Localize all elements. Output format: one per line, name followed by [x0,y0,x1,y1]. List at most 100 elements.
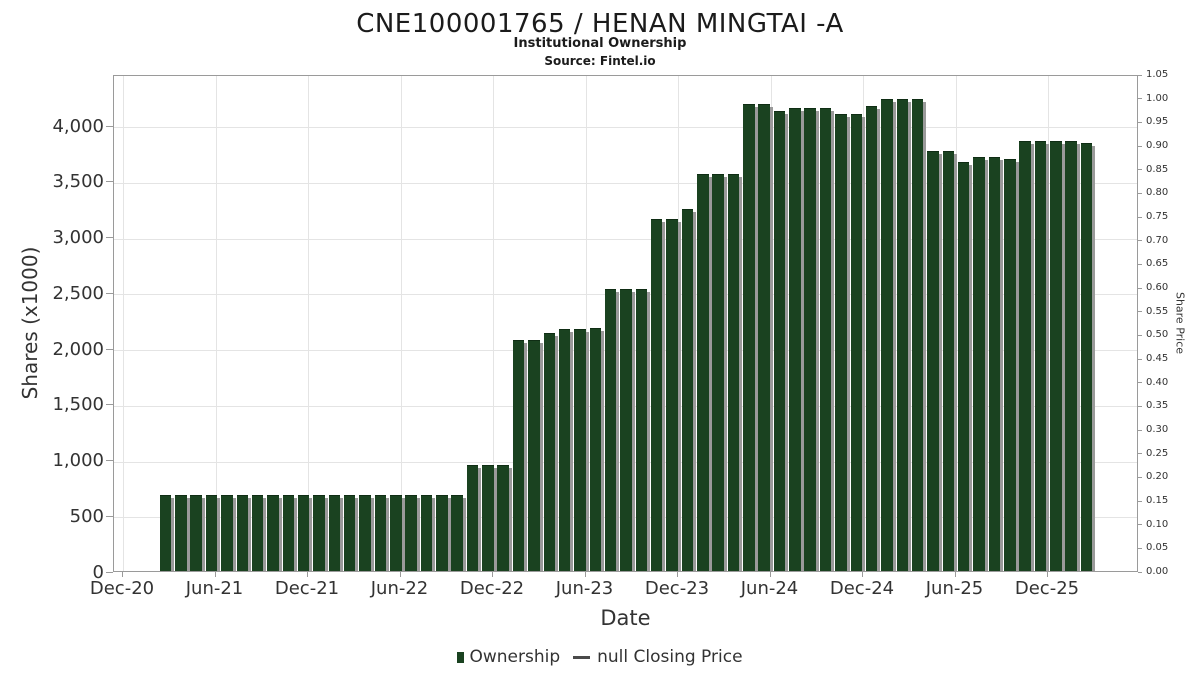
legend-item-closing-price[interactable]: null Closing Price [560,647,743,667]
ownership-bar[interactable] [558,329,571,571]
ownership-bar[interactable] [620,289,632,571]
ownership-bar[interactable] [988,156,1001,571]
ownership-bar[interactable] [1050,140,1062,571]
ownership-bar[interactable] [405,495,417,571]
ownership-bar[interactable] [835,114,847,571]
ownership-bar[interactable] [712,174,724,571]
right-axis-tick [1138,263,1142,265]
ownership-bar[interactable] [1080,143,1093,571]
right-axis-tick-label: 0.85 [1146,163,1169,175]
ownership-bar[interactable] [635,289,648,571]
ownership-bar[interactable] [773,110,786,571]
ownership-bar[interactable] [927,151,939,571]
ownership-bar[interactable] [758,104,770,571]
ownership-bar[interactable] [543,332,555,571]
y-axis-tick-label: 2,500 [52,282,104,304]
ownership-bar[interactable] [697,174,709,571]
right-axis-tick-label: 0.00 [1146,566,1169,577]
ownership-bar[interactable] [343,495,356,571]
right-axis-tick-label: 0.75 [1146,211,1169,222]
ownership-bar[interactable] [789,107,801,571]
y-axis-tick-label: 4,000 [52,115,104,137]
ownership-bar[interactable] [1019,140,1031,571]
ownership-bar[interactable] [881,98,893,571]
x-axis-tick-label: Dec-25 [1014,578,1080,599]
ownership-bar[interactable] [804,107,816,571]
ownership-bar[interactable] [911,98,924,571]
x-axis-title: Date [600,606,651,630]
y-axis-tick [106,181,113,183]
ownership-bar[interactable] [1004,158,1016,571]
ownership-bar[interactable] [390,495,402,571]
ownership-bar[interactable] [297,495,310,571]
x-gridline [863,76,864,571]
ownership-bar[interactable] [205,495,218,571]
ownership-bar[interactable] [1065,140,1077,571]
ownership-bar[interactable] [175,495,187,571]
x-gridline [123,76,124,571]
ownership-bar[interactable] [420,495,433,571]
ownership-bar[interactable] [267,495,279,571]
ownership-bar[interactable] [942,151,955,571]
ownership-bar[interactable] [436,495,448,571]
ownership-bar[interactable] [865,106,878,571]
ownership-bar[interactable] [666,218,678,571]
y-axis-tick [106,515,113,517]
x-axis-tick-label: Jun-24 [740,578,799,599]
ownership-bar[interactable] [236,495,248,571]
ownership-bar[interactable] [727,174,740,571]
ownership-bar[interactable] [482,465,494,571]
ownership-bar[interactable] [190,495,202,571]
x-gridline [955,76,957,571]
ownership-bar[interactable] [451,495,463,571]
y-axis-tick [106,125,113,127]
legend-item-ownership[interactable]: Ownership [457,647,560,667]
ownership-bar[interactable] [328,495,341,571]
right-axis-tick-label: 0.65 [1146,258,1169,270]
legend-closing-price-label: null Closing Price [597,647,743,667]
ownership-bar[interactable] [497,465,509,571]
ownership-bar[interactable] [604,289,617,571]
ownership-bar[interactable] [650,218,663,571]
ownership-bar[interactable] [973,156,985,571]
ownership-bar[interactable] [159,495,172,571]
x-gridline [1048,76,1049,571]
right-axis-tick-label: 1.05 [1146,69,1169,80]
ownership-bar[interactable] [313,495,325,571]
ownership-bar[interactable] [819,107,832,571]
y-axis-tick [106,292,113,294]
ownership-bar[interactable] [957,162,970,571]
x-axis-tick [492,572,493,577]
right-axis-tick-label: 0.90 [1146,140,1169,151]
ownership-bar[interactable] [896,98,909,571]
ownership-bar[interactable] [528,340,540,571]
ownership-bar[interactable] [512,340,525,571]
ownership-bar[interactable] [1034,140,1047,571]
ownership-bar[interactable] [374,495,387,571]
ownership-bar[interactable] [221,495,233,571]
ownership-bar[interactable] [681,208,694,571]
chart-source: Source: Fintel.io [544,54,656,68]
right-axis-tick-label: 0.40 [1146,376,1169,388]
ownership-bar[interactable] [251,495,264,571]
ownership-bar[interactable] [850,114,862,571]
ownership-bar[interactable] [574,329,586,571]
y-gridline [114,127,1137,129]
right-axis-tick [1138,311,1142,313]
x-gridline [308,76,309,571]
ownership-bar[interactable] [589,328,602,571]
x-axis-tick-label: Jun-25 [925,578,984,599]
x-axis-tick-label: Dec-21 [274,578,340,599]
x-axis-tick [954,572,956,577]
ownership-bar[interactable] [282,495,295,571]
y-axis-tick [106,348,113,350]
right-axis-tick-label: 0.15 [1146,495,1169,506]
x-axis-tick [862,572,863,577]
ownership-bar[interactable] [743,104,755,571]
ownership-bar[interactable] [466,465,479,571]
x-axis-tick-label: Jun-21 [185,578,244,599]
right-axis-tick-label: 1.00 [1146,92,1169,104]
ownership-bar[interactable] [359,495,371,571]
chart-title: CNE100001765 / HENAN MINGTAI -A [356,9,844,39]
x-gridline [585,76,587,571]
